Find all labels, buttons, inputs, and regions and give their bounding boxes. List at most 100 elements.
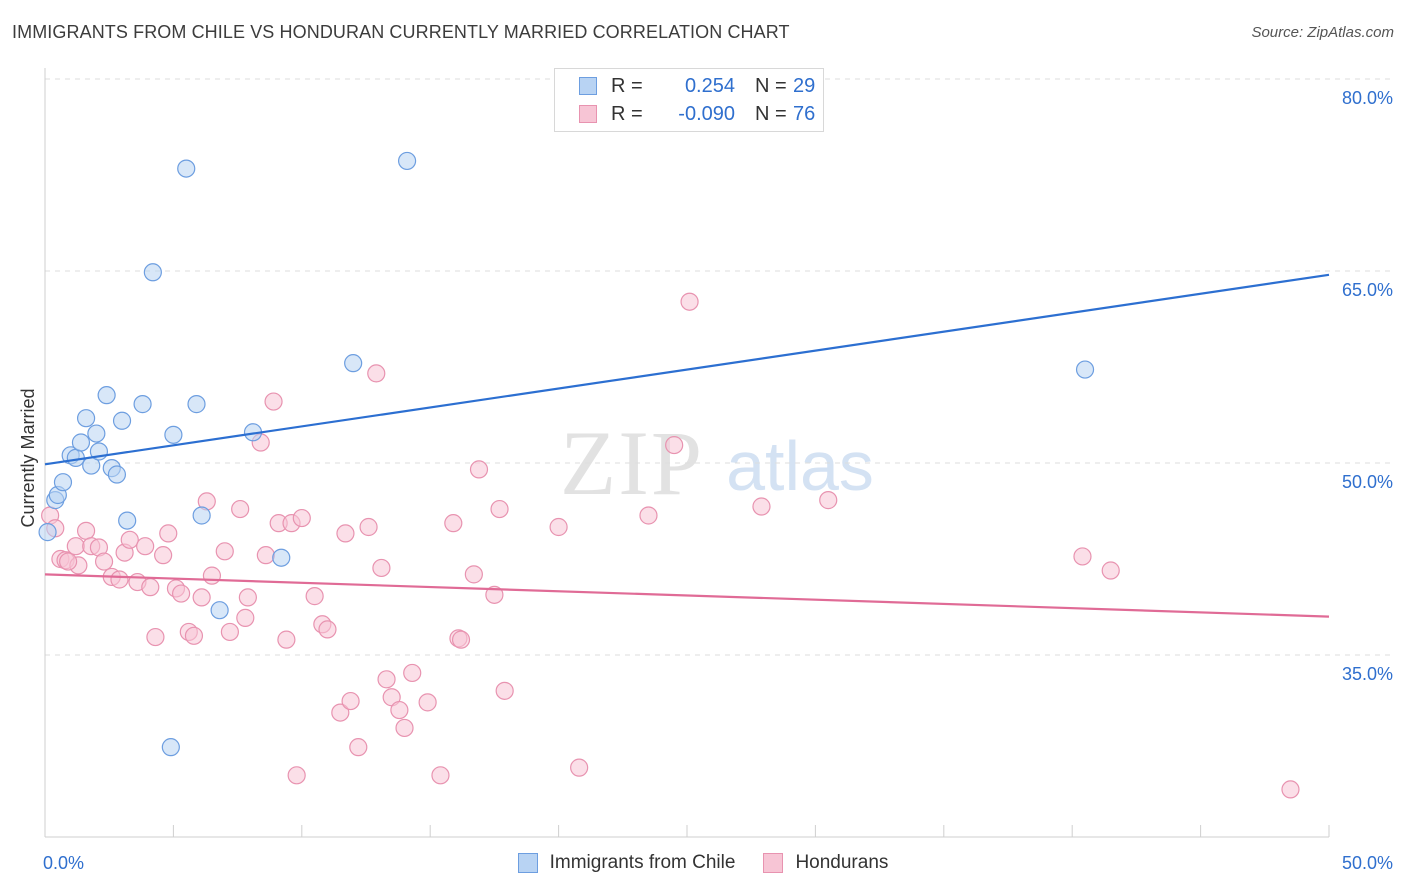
data-point: [377, 670, 396, 689]
data-point: [133, 395, 152, 414]
data-point: [66, 537, 85, 556]
legend-item-hondurans: Hondurans: [763, 852, 888, 874]
legend-swatch-hondurans: [763, 853, 784, 873]
data-point: [112, 411, 132, 430]
data-point: [264, 392, 283, 411]
legend-r-value: -0.090: [678, 102, 735, 125]
legend-item-chile: Immigrants from Chile: [517, 852, 736, 874]
data-point: [120, 530, 139, 549]
data-point: [395, 718, 414, 738]
data-point: [367, 364, 386, 383]
data-point: [161, 738, 180, 757]
data-point: [431, 766, 450, 785]
data-point: [110, 570, 129, 589]
data-point: [349, 738, 368, 757]
data-point: [184, 626, 204, 645]
data-point: [59, 552, 78, 571]
y-tick-label: 35.0%: [1342, 664, 1393, 684]
data-point: [238, 588, 257, 607]
data-point: [236, 608, 255, 627]
data-point: [451, 630, 471, 649]
watermark-atlas: atlas: [726, 427, 874, 505]
data-point: [490, 499, 509, 519]
series-hondurans: [41, 292, 1300, 799]
correlation-legend: R = 0.254 N = 29 R = -0.090 N = 76: [554, 68, 824, 132]
y-tick-label: 80.0%: [1342, 88, 1393, 108]
data-point: [215, 542, 234, 561]
data-point: [76, 409, 96, 428]
data-point: [277, 630, 296, 649]
legend-row-hondurans: R = -0.090 N = 76: [579, 101, 815, 127]
trend-line-chile: [44, 273, 1330, 466]
data-point: [97, 386, 116, 405]
legend-swatch-chile: [579, 77, 597, 95]
data-point: [372, 558, 391, 578]
watermark: ZIP atlas: [560, 412, 874, 514]
data-point: [336, 524, 355, 543]
data-point: [1073, 547, 1092, 566]
chart-title: IMMIGRANTS FROM CHILE VS HONDURAN CURREN…: [12, 22, 790, 42]
data-point: [146, 627, 165, 647]
x-tick-label: 0.0%: [43, 853, 84, 873]
data-point: [53, 473, 73, 492]
data-point: [164, 425, 183, 444]
grid-lines: [45, 78, 1395, 656]
x-tick-label: 50.0%: [1342, 853, 1393, 873]
source-label: Source: ZipAtlas.com: [1251, 24, 1394, 41]
data-point: [141, 578, 160, 597]
data-point: [187, 395, 206, 414]
data-point: [1075, 360, 1095, 379]
x-tick-labels: 0.0% 50.0%: [43, 853, 1393, 873]
legend-n-label: N =: [755, 74, 787, 97]
legend-n-label: N =: [755, 102, 787, 125]
data-point: [752, 497, 771, 516]
data-point: [344, 354, 363, 373]
legend-label-chile: Immigrants from Chile: [549, 852, 736, 873]
data-point: [287, 766, 306, 785]
series-legend: Immigrants from Chile Hondurans: [0, 852, 1406, 874]
legend-r-label: R =: [611, 74, 643, 97]
legend-row-chile: R = 0.254 N = 29: [579, 73, 815, 99]
watermark-zip: ZIP: [560, 412, 704, 514]
data-point: [570, 758, 589, 777]
legend-swatch-chile: [517, 853, 538, 873]
y-tick-label: 50.0%: [1342, 472, 1393, 492]
data-point: [220, 622, 239, 642]
legend-r-value: 0.254: [684, 74, 735, 97]
data-point: [819, 491, 838, 510]
series-chile: [38, 151, 1095, 757]
data-point: [210, 601, 229, 620]
legend-swatch-hondurans: [579, 105, 597, 123]
data-point: [94, 552, 114, 571]
data-point: [292, 508, 311, 528]
data-point: [1281, 780, 1300, 799]
data-point: [71, 433, 91, 452]
data-point: [359, 517, 378, 537]
y-tick-label: 65.0%: [1342, 280, 1393, 300]
data-point: [192, 506, 211, 525]
data-point: [549, 517, 568, 537]
data-point: [143, 263, 162, 282]
legend-n-value: 29: [793, 74, 816, 97]
data-point: [397, 151, 417, 171]
data-point: [464, 565, 483, 584]
data-point: [272, 548, 291, 567]
data-point: [192, 588, 211, 607]
data-point: [665, 435, 684, 455]
axes: [44, 68, 1330, 838]
data-point: [256, 546, 275, 565]
data-point: [403, 663, 422, 683]
trend-line-hondurans: [44, 573, 1330, 618]
data-point: [390, 700, 409, 720]
data-point: [331, 703, 350, 722]
data-point: [418, 693, 437, 712]
trend-lines: [44, 273, 1330, 618]
data-point: [469, 460, 489, 479]
legend-n-value: 76: [793, 102, 816, 125]
legend-label-hondurans: Hondurans: [795, 852, 889, 873]
y-axis-label: Currently Married: [18, 388, 38, 527]
data-point: [87, 424, 106, 443]
data-point: [107, 465, 127, 484]
data-point: [495, 681, 514, 700]
